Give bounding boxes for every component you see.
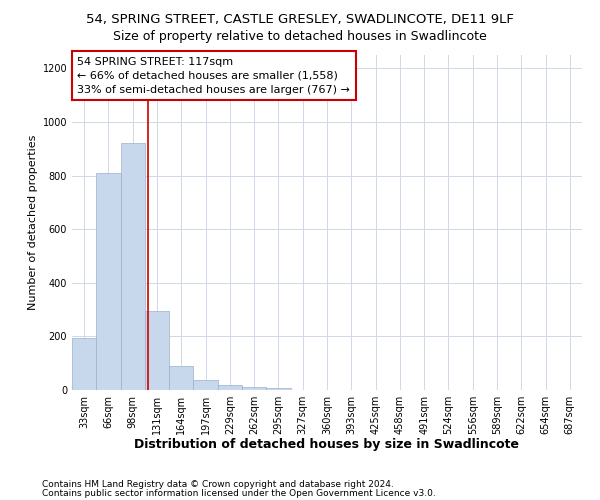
Y-axis label: Number of detached properties: Number of detached properties — [28, 135, 38, 310]
Bar — [72, 338, 96, 390]
Bar — [193, 380, 218, 390]
Bar — [121, 144, 145, 390]
Text: 54 SPRING STREET: 117sqm
← 66% of detached houses are smaller (1,558)
33% of sem: 54 SPRING STREET: 117sqm ← 66% of detach… — [77, 56, 350, 94]
Bar — [266, 388, 290, 390]
Text: Contains public sector information licensed under the Open Government Licence v3: Contains public sector information licen… — [42, 488, 436, 498]
Bar — [242, 386, 266, 390]
Bar — [96, 173, 121, 390]
Text: Size of property relative to detached houses in Swadlincote: Size of property relative to detached ho… — [113, 30, 487, 43]
Bar — [218, 384, 242, 390]
Bar — [169, 366, 193, 390]
Bar — [145, 311, 169, 390]
Text: 54, SPRING STREET, CASTLE GRESLEY, SWADLINCOTE, DE11 9LF: 54, SPRING STREET, CASTLE GRESLEY, SWADL… — [86, 12, 514, 26]
X-axis label: Distribution of detached houses by size in Swadlincote: Distribution of detached houses by size … — [134, 438, 520, 452]
Text: Contains HM Land Registry data © Crown copyright and database right 2024.: Contains HM Land Registry data © Crown c… — [42, 480, 394, 489]
